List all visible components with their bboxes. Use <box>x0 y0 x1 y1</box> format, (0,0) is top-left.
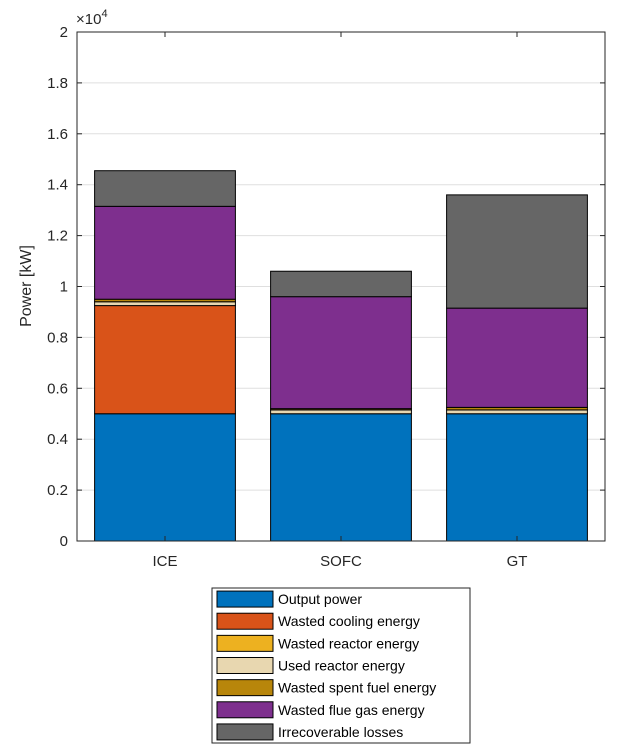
bar-segment <box>446 413 588 542</box>
legend: Output power Wasted cooling energy Wasted … <box>211 587 471 744</box>
y-tick-label: 1.8 <box>47 75 68 92</box>
bar-segment <box>446 194 588 309</box>
legend-swatch <box>216 634 274 652</box>
y-tick-label: 0.4 <box>47 431 68 448</box>
y-axis-exponent-base: ×10 <box>76 11 101 28</box>
legend-swatch <box>216 612 274 630</box>
legend-swatch <box>216 657 274 674</box>
y-tick-label: 1.2 <box>47 228 68 245</box>
legend-swatch <box>216 590 274 608</box>
y-tick-label: 1 <box>60 279 68 296</box>
y-tick-label: 0 <box>60 533 68 550</box>
legend-swatch <box>216 723 274 741</box>
legend-label: Output power <box>278 591 362 607</box>
x-tick-label: GT <box>507 553 528 570</box>
bar-segment <box>94 301 236 307</box>
bar-segment <box>446 307 588 408</box>
y-tick-label: 1.4 <box>47 177 68 194</box>
y-tick-label: 2 <box>60 24 68 41</box>
bar-segment <box>270 409 412 415</box>
y-tick-label: 0.2 <box>47 482 68 499</box>
y-tick-label: 1.6 <box>47 126 68 143</box>
y-tick-label: 0.6 <box>47 380 68 397</box>
x-tick-label: SOFC <box>320 553 362 570</box>
legend-label: Wasted cooling energy <box>278 613 420 629</box>
legend-label: Wasted spent fuel energy <box>278 680 436 696</box>
bar-segment <box>270 296 412 410</box>
y-axis-label: Power [kW] <box>18 245 35 327</box>
bar-segment <box>94 170 236 207</box>
bar-segment <box>94 305 236 415</box>
y-axis-exponent: ×104 <box>76 8 108 28</box>
y-tick-label: 0.8 <box>47 329 68 346</box>
bar-segment <box>270 413 412 542</box>
y-axis-exponent-power: 4 <box>101 8 107 20</box>
bar-segment <box>94 413 236 542</box>
legend-label: Used reactor energy <box>278 658 405 674</box>
axes: 0 0.2 0.4 0.6 0.8 1 1.2 1.4 1.6 1.8 2 ICE SOFC GT <box>47 24 605 570</box>
legend-swatch <box>216 679 274 697</box>
x-tick-label: ICE <box>152 553 177 570</box>
legend-label: Irrecoverable losses <box>278 724 403 740</box>
bars <box>94 170 588 542</box>
bar-segment <box>94 205 236 300</box>
bar-segment <box>446 409 588 415</box>
legend-swatch <box>216 701 274 719</box>
legend-label: Wasted reactor energy <box>278 635 419 651</box>
bar-segment <box>270 270 412 298</box>
legend-label: Wasted flue gas energy <box>278 702 425 718</box>
